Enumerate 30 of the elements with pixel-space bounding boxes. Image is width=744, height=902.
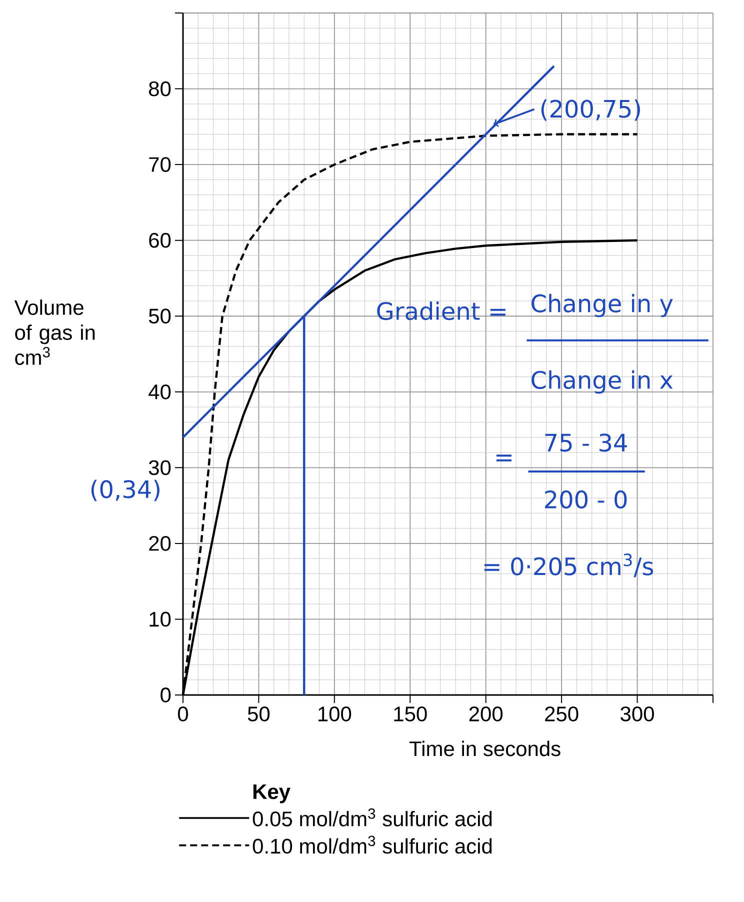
annotation: Gradient = [377,302,506,320]
y-tick-label: 10 [150,612,171,627]
legend-title: Key [253,784,290,804]
y-tick-label: 30 [148,460,171,476]
x-tick-label: 150 [394,706,427,722]
x-tick-label: 300 [620,706,654,722]
y-tick-label: 0 [160,688,171,702]
x-tick-label: 100 [318,706,352,722]
annotation: 200 - 0 [545,490,627,509]
annotation: Change in x [532,370,673,394]
y-tick-label: 40 [148,384,171,400]
legend-label: 0.05 mol/dm$^{3}$ sulfuric acid [252,808,492,826]
y-tick-label: 80 [149,81,171,96]
annotation: = 0·205 cm$^{3}$/s [484,554,654,578]
x-tick-label: 50 [248,706,270,722]
annotation: (200,75) [541,99,640,121]
x-tick-label: 0 [178,706,188,722]
annotation: Change in y [532,294,673,318]
y-tick-label: 60 [149,232,171,248]
y-tick-label: 50 [148,308,171,324]
y-axis-title: Volume of gas in cm$^{3}$ [14,300,95,365]
legend-label: 0.10 mol/dm$^{3}$ sulfuric acid [252,836,492,854]
x-axis-title: Time in seconds [410,740,560,756]
x-tick-label: 200 [469,706,503,722]
annotation: 75 - 34 [545,434,627,452]
annotation: = [496,454,512,462]
annotation: (0,34) [91,480,160,502]
y-tick-label: 70 [149,157,171,172]
y-tick-label: 20 [149,536,171,551]
x-tick-label: 250 [545,706,578,722]
